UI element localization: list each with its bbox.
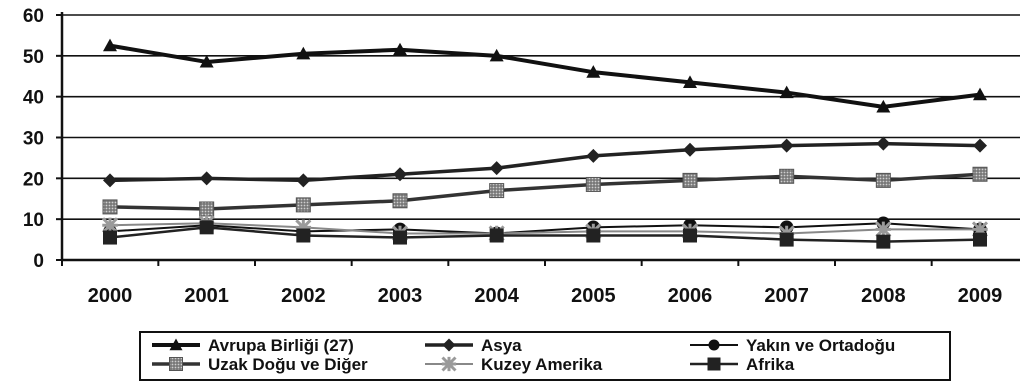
x-tick-label: 2008 bbox=[861, 285, 906, 307]
legend-item: Afrika bbox=[690, 355, 795, 374]
data-point bbox=[586, 148, 601, 163]
y-tick-label: 10 bbox=[23, 210, 44, 231]
axes bbox=[56, 12, 1020, 266]
data-point bbox=[489, 183, 505, 199]
series-line bbox=[109, 172, 981, 211]
y-tick-label: 40 bbox=[23, 88, 44, 109]
y-tick-label: 0 bbox=[33, 251, 44, 272]
legend-label: Uzak Doğu ve Diğer bbox=[208, 355, 368, 374]
data-point bbox=[489, 48, 504, 62]
x-tick-label: 2003 bbox=[378, 285, 423, 307]
data-point bbox=[973, 232, 987, 247]
legend-item: Avrupa Birliği (27) bbox=[152, 336, 354, 355]
data-point bbox=[199, 220, 214, 235]
data-point bbox=[295, 197, 311, 213]
series-line bbox=[109, 222, 981, 235]
data-point bbox=[489, 228, 504, 243]
legend-label: Kuzey Amerika bbox=[481, 355, 603, 374]
series-0 bbox=[103, 38, 987, 113]
series-line bbox=[109, 226, 981, 243]
data-point bbox=[199, 201, 215, 217]
data-point bbox=[683, 75, 697, 88]
x-tick-label: 2009 bbox=[958, 285, 1003, 307]
data-point bbox=[683, 228, 697, 243]
series-line bbox=[109, 222, 980, 235]
series-group bbox=[101, 38, 989, 249]
data-point bbox=[876, 99, 891, 113]
series-1 bbox=[103, 136, 987, 188]
x-tick-label: 2004 bbox=[474, 285, 519, 307]
data-point bbox=[779, 138, 794, 153]
y-tick-labels: 0 10 20 30 40 50 60 bbox=[23, 6, 44, 272]
legend-swatch-marker bbox=[169, 357, 183, 371]
data-point bbox=[972, 166, 988, 182]
series-line bbox=[109, 43, 981, 109]
legend-item: Kuzey Amerika bbox=[425, 355, 603, 374]
data-point bbox=[585, 176, 601, 192]
x-tick-label: 2005 bbox=[571, 285, 616, 307]
data-point bbox=[393, 230, 407, 245]
data-point bbox=[973, 87, 987, 101]
legend: Avrupa Birliği (27) Asya Yakın ve Ortadoğu… bbox=[139, 331, 951, 381]
data-point bbox=[103, 230, 117, 245]
data-point bbox=[875, 172, 891, 188]
data-point bbox=[296, 228, 311, 243]
legend-label: Asya bbox=[481, 336, 522, 355]
data-point bbox=[875, 221, 892, 238]
legend-item: Uzak Doğu ve Diğer bbox=[152, 355, 368, 374]
series-line bbox=[109, 141, 981, 183]
data-point bbox=[489, 161, 504, 176]
data-point bbox=[103, 38, 117, 52]
x-tick-labels: 2000 2001 2002 2003 2004 2005 2006 2007 2008 2009 bbox=[88, 285, 1003, 307]
data-point bbox=[682, 172, 698, 188]
legend-box bbox=[139, 331, 951, 381]
legend-swatch-marker bbox=[442, 338, 456, 352]
data-point bbox=[971, 221, 989, 238]
data-point bbox=[779, 232, 794, 247]
series-5 bbox=[103, 220, 987, 249]
legend-swatch-marker bbox=[441, 356, 457, 372]
data-point bbox=[779, 85, 794, 99]
data-point bbox=[393, 42, 407, 56]
x-tick-label: 2006 bbox=[668, 285, 713, 307]
data-point bbox=[199, 54, 214, 68]
legend-swatch-marker bbox=[707, 357, 721, 371]
y-tick-label: 50 bbox=[23, 47, 44, 68]
legend-label: Avrupa Birliği (27) bbox=[208, 336, 354, 355]
data-point bbox=[103, 173, 117, 188]
data-point bbox=[296, 173, 311, 188]
legend-swatch-marker bbox=[708, 339, 720, 351]
legend-item: Asya bbox=[425, 336, 522, 355]
y-tick-label: 60 bbox=[23, 6, 44, 27]
legend-label: Yakın ve Ortadoğu bbox=[746, 336, 895, 355]
data-point bbox=[973, 138, 987, 153]
x-tick-label: 2007 bbox=[764, 285, 809, 307]
data-point bbox=[393, 167, 407, 182]
data-point bbox=[392, 193, 408, 209]
data-point bbox=[586, 228, 601, 243]
legend-swatch-marker bbox=[169, 338, 183, 351]
data-point bbox=[199, 171, 214, 186]
data-point bbox=[586, 65, 601, 78]
data-point bbox=[876, 234, 891, 249]
y-tick-label: 30 bbox=[23, 129, 44, 150]
data-point bbox=[101, 217, 119, 234]
series-3 bbox=[102, 166, 988, 217]
data-point bbox=[102, 199, 118, 215]
x-tick-label: 2000 bbox=[88, 285, 133, 307]
legend-label: Afrika bbox=[746, 355, 795, 374]
x-tick-label: 2002 bbox=[281, 285, 326, 307]
data-point bbox=[779, 168, 795, 184]
data-point bbox=[683, 142, 697, 157]
y-tick-label: 20 bbox=[23, 169, 44, 190]
data-point bbox=[296, 46, 311, 60]
x-tick-label: 2001 bbox=[184, 285, 229, 307]
data-point bbox=[876, 136, 891, 151]
legend-item: Yakın ve Ortadoğu bbox=[690, 336, 895, 355]
data-point bbox=[295, 219, 312, 236]
